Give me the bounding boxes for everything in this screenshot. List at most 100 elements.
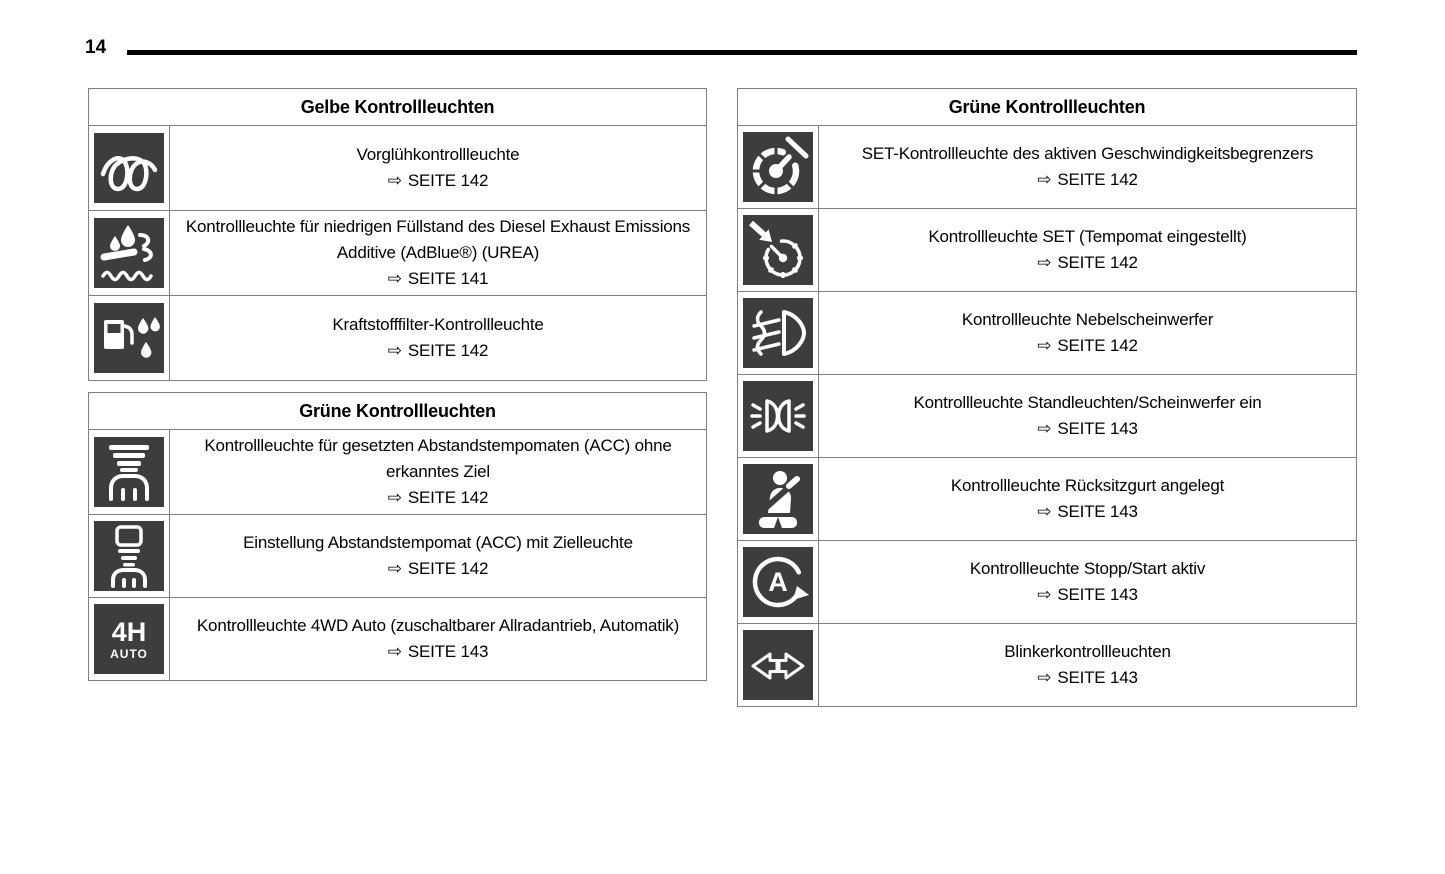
page-reference[interactable]: ⇨ SEITE 141 — [387, 266, 489, 292]
page-number: 14 — [85, 37, 107, 58]
page-ref-arrow-icon: ⇨ — [1037, 170, 1052, 189]
fuel-filter-icon — [94, 303, 164, 373]
indicator-title: Kontrollleuchte Stopp/Start aktiv — [969, 559, 1206, 578]
icon-cell — [89, 296, 170, 380]
cruise-set-icon — [743, 215, 813, 285]
page-ref-arrow-icon: ⇨ — [387, 559, 402, 578]
glow-plug-icon — [94, 133, 164, 203]
page-reference[interactable]: ⇨ SEITE 143 — [387, 639, 489, 665]
indicator-title: Blinkerkontrollleuchten — [1004, 642, 1171, 661]
left-column: Gelbe Kontrollleuchten Vorglühkontrollleu… — [88, 88, 707, 681]
page-reference[interactable]: ⇨ SEITE 143 — [1037, 582, 1138, 608]
indicator-title: Kontrollleuchte Nebelscheinwerfer — [961, 310, 1214, 329]
row-text: Blinkerkontrollleuchten ⇨ SEITE 143 — [819, 624, 1356, 706]
page-reference[interactable]: ⇨ SEITE 142 — [388, 168, 489, 194]
icon-cell — [738, 292, 819, 374]
page-ref-arrow-icon: ⇨ — [1037, 502, 1052, 521]
indicator-title: Kraftstofffilter-Kontrollleuchte — [332, 315, 544, 334]
page-reference[interactable]: ⇨ SEITE 143 — [1037, 416, 1138, 442]
page-ref-arrow-icon: ⇨ — [387, 642, 402, 661]
row-text: Kontrollleuchte Standleuchten/Scheinwerf… — [819, 375, 1356, 457]
icon-cell — [89, 126, 170, 210]
right-column: Grüne Kontrollleuchten SET-Kontrollleucht… — [737, 88, 1357, 707]
icon-text: A — [743, 547, 813, 617]
row-text: Kontrollleuchte Rücksitzgurt angelegt ⇨ SE… — [819, 458, 1356, 540]
page-ref-label: SEITE 143 — [1057, 502, 1138, 521]
page-reference[interactable]: ⇨ SEITE 142 — [387, 485, 489, 511]
table-row: Einstellung Abstandstempomat (ACC) mit Z… — [89, 514, 706, 597]
page-ref-arrow-icon: ⇨ — [387, 488, 402, 507]
icon-cell — [738, 375, 819, 457]
row-text: Kontrollleuchte SET (Tempomat eingestell… — [819, 209, 1356, 291]
position-lights-icon — [743, 381, 813, 451]
acc-target-icon — [94, 521, 164, 591]
page-ref-arrow-icon: ⇨ — [1037, 336, 1052, 355]
table-header: Grüne Kontrollleuchten — [299, 400, 496, 421]
table-row: SET-Kontrollleuchte des aktiven Geschwin… — [738, 125, 1356, 208]
page-reference[interactable]: ⇨ SEITE 142 — [1037, 250, 1138, 276]
icon-cell — [738, 624, 819, 706]
icon-label: A — [768, 566, 788, 597]
page-reference[interactable]: ⇨ SEITE 143 — [1037, 665, 1138, 691]
icon-cell — [89, 515, 170, 597]
page-ref-arrow-icon: ⇨ — [387, 269, 402, 288]
table-row: A Kontrollleuchte Stopp/Start aktiv ⇨ SEITE… — [738, 540, 1356, 623]
indicator-table-green-right: Grüne Kontrollleuchten SET-Kontrollleucht… — [737, 88, 1357, 707]
table-row: Kontrollleuchte Nebelscheinwerfer ⇨ SEITE … — [738, 291, 1356, 374]
indicator-title: Kontrollleuchte 4WD Auto (zuschaltbarer … — [196, 616, 680, 635]
row-text: Kontrollleuchte 4WD Auto (zuschaltbarer … — [170, 598, 706, 680]
table-row: Kontrollleuchte Standleuchten/Scheinwerf… — [738, 374, 1356, 457]
table-row: Kontrollleuchte Rücksitzgurt angelegt ⇨ SE… — [738, 457, 1356, 540]
page-ref-label: SEITE 141 — [407, 269, 489, 288]
indicator-title: Kontrollleuchte SET (Tempomat eingestell… — [928, 227, 1247, 246]
speed-limiter-icon — [743, 132, 813, 202]
page-reference[interactable]: ⇨ SEITE 142 — [387, 338, 489, 364]
icon-cell — [738, 126, 819, 208]
page-ref-arrow-icon: ⇨ — [387, 341, 402, 360]
page-ref-label: SEITE 142 — [407, 488, 489, 507]
icon-cell — [89, 430, 170, 514]
page-reference[interactable]: ⇨ SEITE 142 — [1037, 167, 1138, 193]
indicator-title: Kontrollleuchte für niedrigen Füllstand … — [185, 217, 691, 262]
page-ref-label: SEITE 143 — [407, 642, 489, 661]
page-reference[interactable]: ⇨ SEITE 142 — [1037, 333, 1138, 359]
indicator-title: SET-Kontrollleuchte des aktiven Geschwin… — [861, 144, 1314, 163]
stop-start-icon: A — [743, 547, 813, 617]
icon-label: AUTO — [110, 646, 148, 661]
page-ref-label: SEITE 143 — [1057, 668, 1138, 687]
page-ref-arrow-icon: ⇨ — [1037, 253, 1052, 272]
page-ref-label: SEITE 143 — [1057, 585, 1138, 604]
seatbelt-icon — [743, 464, 813, 534]
page-ref-arrow-icon: ⇨ — [1037, 419, 1052, 438]
def-low-icon — [94, 218, 164, 288]
indicator-title: Vorglühkontrollleuchte — [356, 145, 520, 164]
page-ref-label: SEITE 142 — [1057, 253, 1138, 272]
page-ref-label: SEITE 142 — [407, 341, 489, 360]
icon-cell — [89, 211, 170, 295]
icon-label: 4H — [111, 616, 147, 647]
row-text: Einstellung Abstandstempomat (ACC) mit Z… — [170, 515, 706, 597]
page-ref-label: SEITE 142 — [1057, 336, 1138, 355]
icon-text: 4H AUTO — [94, 604, 164, 674]
table-header: Gelbe Kontrollleuchten — [300, 96, 495, 117]
page-ref-arrow-icon: ⇨ — [1037, 668, 1052, 687]
row-text: Kontrollleuchte Stopp/Start aktiv ⇨ SEITE … — [819, 541, 1356, 623]
page-reference[interactable]: ⇨ SEITE 143 — [1037, 499, 1138, 525]
icon-cell: A — [738, 541, 819, 623]
page-reference[interactable]: ⇨ SEITE 142 — [387, 556, 489, 582]
indicator-title: Einstellung Abstandstempomat (ACC) mit Z… — [243, 533, 633, 552]
indicator-table-yellow: Gelbe Kontrollleuchten Vorglühkontrollleu… — [88, 88, 707, 381]
indicator-table-green-left: Grüne Kontrollleuchten Kontrollleuchte fü… — [88, 392, 707, 681]
page-ref-label: SEITE 142 — [407, 171, 489, 190]
table-row: Kontrollleuchte für gesetzten Abstandste… — [89, 429, 706, 514]
header-rule — [127, 50, 1357, 55]
row-text: Kraftstofffilter-Kontrollleuchte ⇨ SEITE 1… — [170, 296, 706, 380]
page-ref-label: SEITE 142 — [1057, 170, 1138, 189]
icon-cell: 4H AUTO — [89, 598, 170, 680]
row-text: Kontrollleuchte Nebelscheinwerfer ⇨ SEITE … — [819, 292, 1356, 374]
row-text: Vorglühkontrollleuchte ⇨ SEITE 142 — [170, 126, 706, 210]
indicator-title: Kontrollleuchte Rücksitzgurt angelegt — [950, 476, 1225, 495]
acc-no-target-icon — [94, 437, 164, 507]
row-text: Kontrollleuchte für gesetzten Abstandste… — [170, 430, 706, 514]
